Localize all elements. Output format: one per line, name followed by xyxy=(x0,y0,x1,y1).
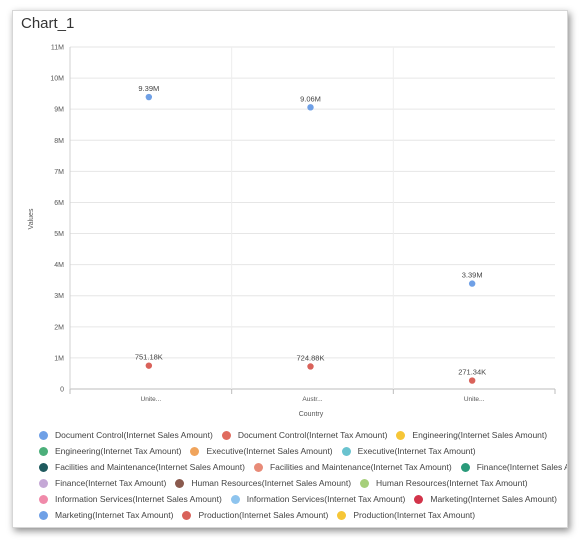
legend-label: Document Control(Internet Sales Amount) xyxy=(55,430,213,440)
chart-title: Chart_1 xyxy=(21,15,75,32)
legend-label: Finance(Internet Sales Amount) xyxy=(476,462,567,472)
legend-label: Facilities and Maintenance(Internet Tax … xyxy=(269,462,452,472)
data-label: 3.39M xyxy=(462,271,483,280)
legend-label: Finance(Internet Tax Amount) xyxy=(55,478,167,488)
legend-marker xyxy=(39,462,48,472)
legend-marker xyxy=(175,478,185,488)
data-point[interactable] xyxy=(145,93,153,101)
x-tick-label: Unite... xyxy=(464,396,485,403)
y-axis-label: Values xyxy=(28,208,35,229)
legend-item[interactable]: Marketing(Internet Sales Amount) xyxy=(414,491,557,507)
legend-item[interactable]: Marketing(Internet Tax Amount) xyxy=(39,507,173,523)
legend-label: Document Control(Internet Tax Amount) xyxy=(237,430,388,440)
legend-row: Marketing(Internet Tax Amount) Production… xyxy=(39,507,567,523)
legend-item[interactable]: Human Resources(Internet Tax Amount) xyxy=(360,475,528,491)
legend-item[interactable]: Engineering(Internet Tax Amount) xyxy=(39,443,181,459)
legend-label: Human Resources(Internet Tax Amount) xyxy=(376,478,528,488)
data-label: 271.34K xyxy=(458,368,486,377)
legend-marker xyxy=(182,510,192,520)
x-axis-label: Country xyxy=(299,411,324,418)
chart-panel: Chart_1 0 1M 2M 3M 4M 5M 6M 7M 8M 9M 10M 11M Unite..… xyxy=(12,10,568,528)
legend-marker xyxy=(221,430,231,440)
data-label: 9.39M xyxy=(138,84,159,93)
y-tick-label: 3M xyxy=(54,293,64,300)
legend-marker xyxy=(39,494,48,504)
legend-item[interactable]: Production(Internet Sales Amount) xyxy=(182,507,328,523)
legend-label: Executive(Internet Tax Amount) xyxy=(357,446,476,456)
y-tick-label: 2M xyxy=(54,324,64,331)
y-tick-label: 4M xyxy=(54,262,64,269)
legend-marker xyxy=(414,494,424,504)
legend-marker xyxy=(39,478,48,488)
legend-item[interactable]: Document Control(Internet Tax Amount) xyxy=(221,427,388,443)
y-tick-label: 5M xyxy=(54,231,64,238)
legend-marker xyxy=(230,494,240,504)
y-tick-label: 1M xyxy=(54,355,64,362)
legend-marker xyxy=(253,462,263,472)
legend-row: Engineering(Internet Tax Amount) Executiv… xyxy=(39,443,567,459)
legend-label: Executive(Internet Sales Amount) xyxy=(206,446,333,456)
data-label: 751.18K xyxy=(135,353,163,362)
y-tick-label: 0 xyxy=(60,387,64,394)
legend-item[interactable]: Information Services(Internet Sales Amou… xyxy=(39,491,222,507)
data-point[interactable] xyxy=(468,377,476,384)
legend-marker xyxy=(39,510,48,520)
legend-label: Facilities and Maintenance(Internet Sale… xyxy=(55,462,245,472)
legend-item[interactable]: Executive(Internet Tax Amount) xyxy=(341,443,476,459)
legend-marker xyxy=(190,446,200,456)
legend-label: Information Services(Internet Tax Amount… xyxy=(246,494,406,504)
legend-row: Information Services(Internet Sales Amou… xyxy=(39,491,567,507)
legend-marker xyxy=(396,430,406,440)
legend-marker xyxy=(39,430,48,440)
legend-item[interactable]: Human Resources(Internet Sales Amount) xyxy=(175,475,351,491)
data-point[interactable] xyxy=(468,280,476,287)
data-point[interactable] xyxy=(307,104,314,111)
y-tick-label: 7M xyxy=(54,169,64,176)
legend-item[interactable]: Engineering(Internet Sales Amount) xyxy=(396,427,547,443)
legend-label: Information Services(Internet Sales Amou… xyxy=(55,494,222,504)
legend-item[interactable]: Finance(Internet Sales Amount) xyxy=(460,459,567,475)
legend-label: Production(Internet Tax Amount) xyxy=(353,510,476,520)
data-point[interactable] xyxy=(145,362,153,369)
legend-row: Finance(Internet Tax Amount) Human Resour… xyxy=(39,475,567,491)
legend-label: Human Resources(Internet Sales Amount) xyxy=(191,478,352,488)
legend-row: Document Control(Internet Sales Amount) D… xyxy=(39,427,567,443)
legend-item[interactable]: Information Services(Internet Tax Amount… xyxy=(230,491,406,507)
legend-label: Engineering(Internet Tax Amount) xyxy=(55,446,182,456)
legend-marker xyxy=(337,510,347,520)
y-tick-label: 10M xyxy=(50,76,64,83)
legend-item[interactable]: Finance(Internet Tax Amount) xyxy=(39,475,166,491)
y-tick-label: 9M xyxy=(54,107,64,114)
x-tick-label: Unite... xyxy=(141,396,162,403)
data-label: 9.06M xyxy=(300,94,321,103)
legend-item[interactable]: Facilities and Maintenance(Internet Tax … xyxy=(253,459,452,475)
y-tick-label: 6M xyxy=(54,200,64,207)
chart-legend: Document Control(Internet Sales Amount) D… xyxy=(39,427,567,525)
legend-row: Facilities and Maintenance(Internet Sale… xyxy=(39,459,567,475)
legend-label: Marketing(Internet Sales Amount) xyxy=(430,494,557,504)
legend-label: Marketing(Internet Tax Amount) xyxy=(55,510,174,520)
legend-label: Engineering(Internet Sales Amount) xyxy=(412,430,548,440)
chart-plot: 0 1M 2M 3M 4M 5M 6M 7M 8M 9M 10M 11M Unite... Austr..… xyxy=(28,45,556,418)
legend-marker xyxy=(360,478,370,488)
legend-item[interactable]: Document Control(Internet Sales Amount) xyxy=(39,427,213,443)
y-tick-label: 11M xyxy=(51,45,64,52)
data-point[interactable] xyxy=(307,363,314,370)
legend-label: Production(Internet Sales Amount) xyxy=(198,510,329,520)
data-label: 724.88K xyxy=(297,353,325,362)
legend-marker xyxy=(460,462,470,472)
legend-item[interactable]: Executive(Internet Sales Amount) xyxy=(190,443,333,459)
legend-marker xyxy=(341,446,351,456)
legend-marker xyxy=(39,446,48,456)
x-tick-label: Austr... xyxy=(302,396,322,403)
y-tick-label: 8M xyxy=(54,138,64,145)
legend-item[interactable]: Production(Internet Tax Amount) xyxy=(337,507,475,523)
legend-item[interactable]: Facilities and Maintenance(Internet Sale… xyxy=(39,459,245,475)
